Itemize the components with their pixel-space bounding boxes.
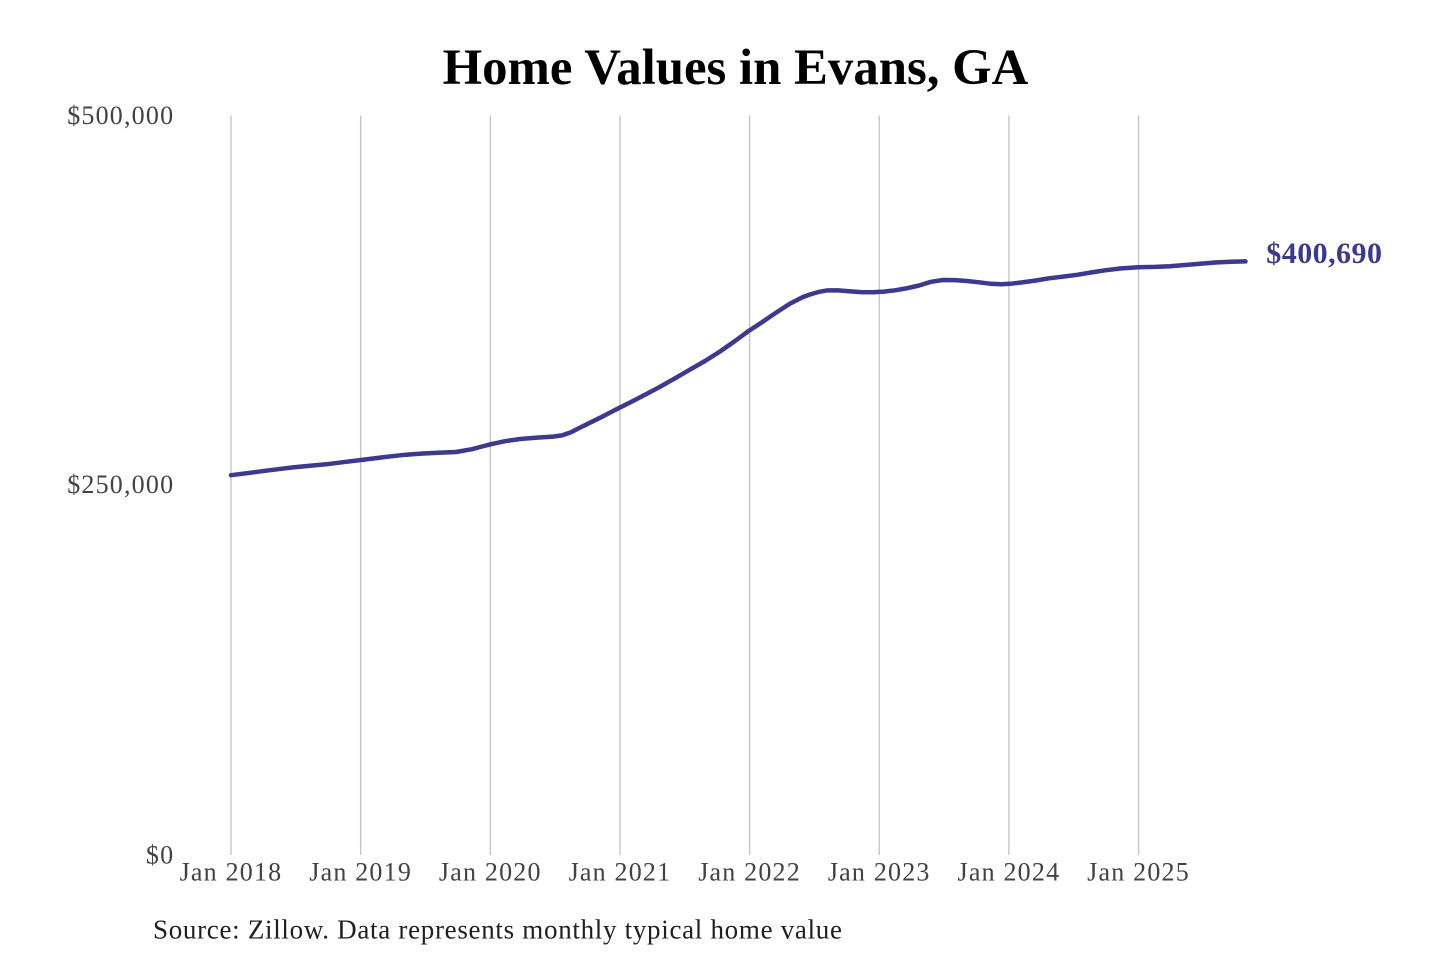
svg-text:Jan 2018: Jan 2018 (180, 857, 283, 886)
svg-text:Jan 2022: Jan 2022 (698, 857, 801, 886)
svg-text:Home Values in Evans, GA: Home Values in Evans, GA (443, 39, 1029, 95)
svg-text:Jan 2020: Jan 2020 (439, 857, 542, 886)
svg-text:Jan 2025: Jan 2025 (1087, 857, 1190, 886)
svg-text:$500,000: $500,000 (67, 101, 174, 130)
svg-text:$400,690: $400,690 (1266, 237, 1382, 270)
svg-text:Jan 2021: Jan 2021 (569, 857, 672, 886)
svg-text:$0: $0 (146, 841, 174, 870)
svg-text:Jan 2023: Jan 2023 (828, 857, 931, 886)
svg-text:Jan 2024: Jan 2024 (958, 857, 1061, 886)
svg-text:$250,000: $250,000 (67, 470, 174, 499)
svg-text:Jan 2019: Jan 2019 (309, 857, 412, 886)
svg-text:Source: Zillow. Data represent: Source: Zillow. Data represents monthly … (153, 915, 843, 945)
